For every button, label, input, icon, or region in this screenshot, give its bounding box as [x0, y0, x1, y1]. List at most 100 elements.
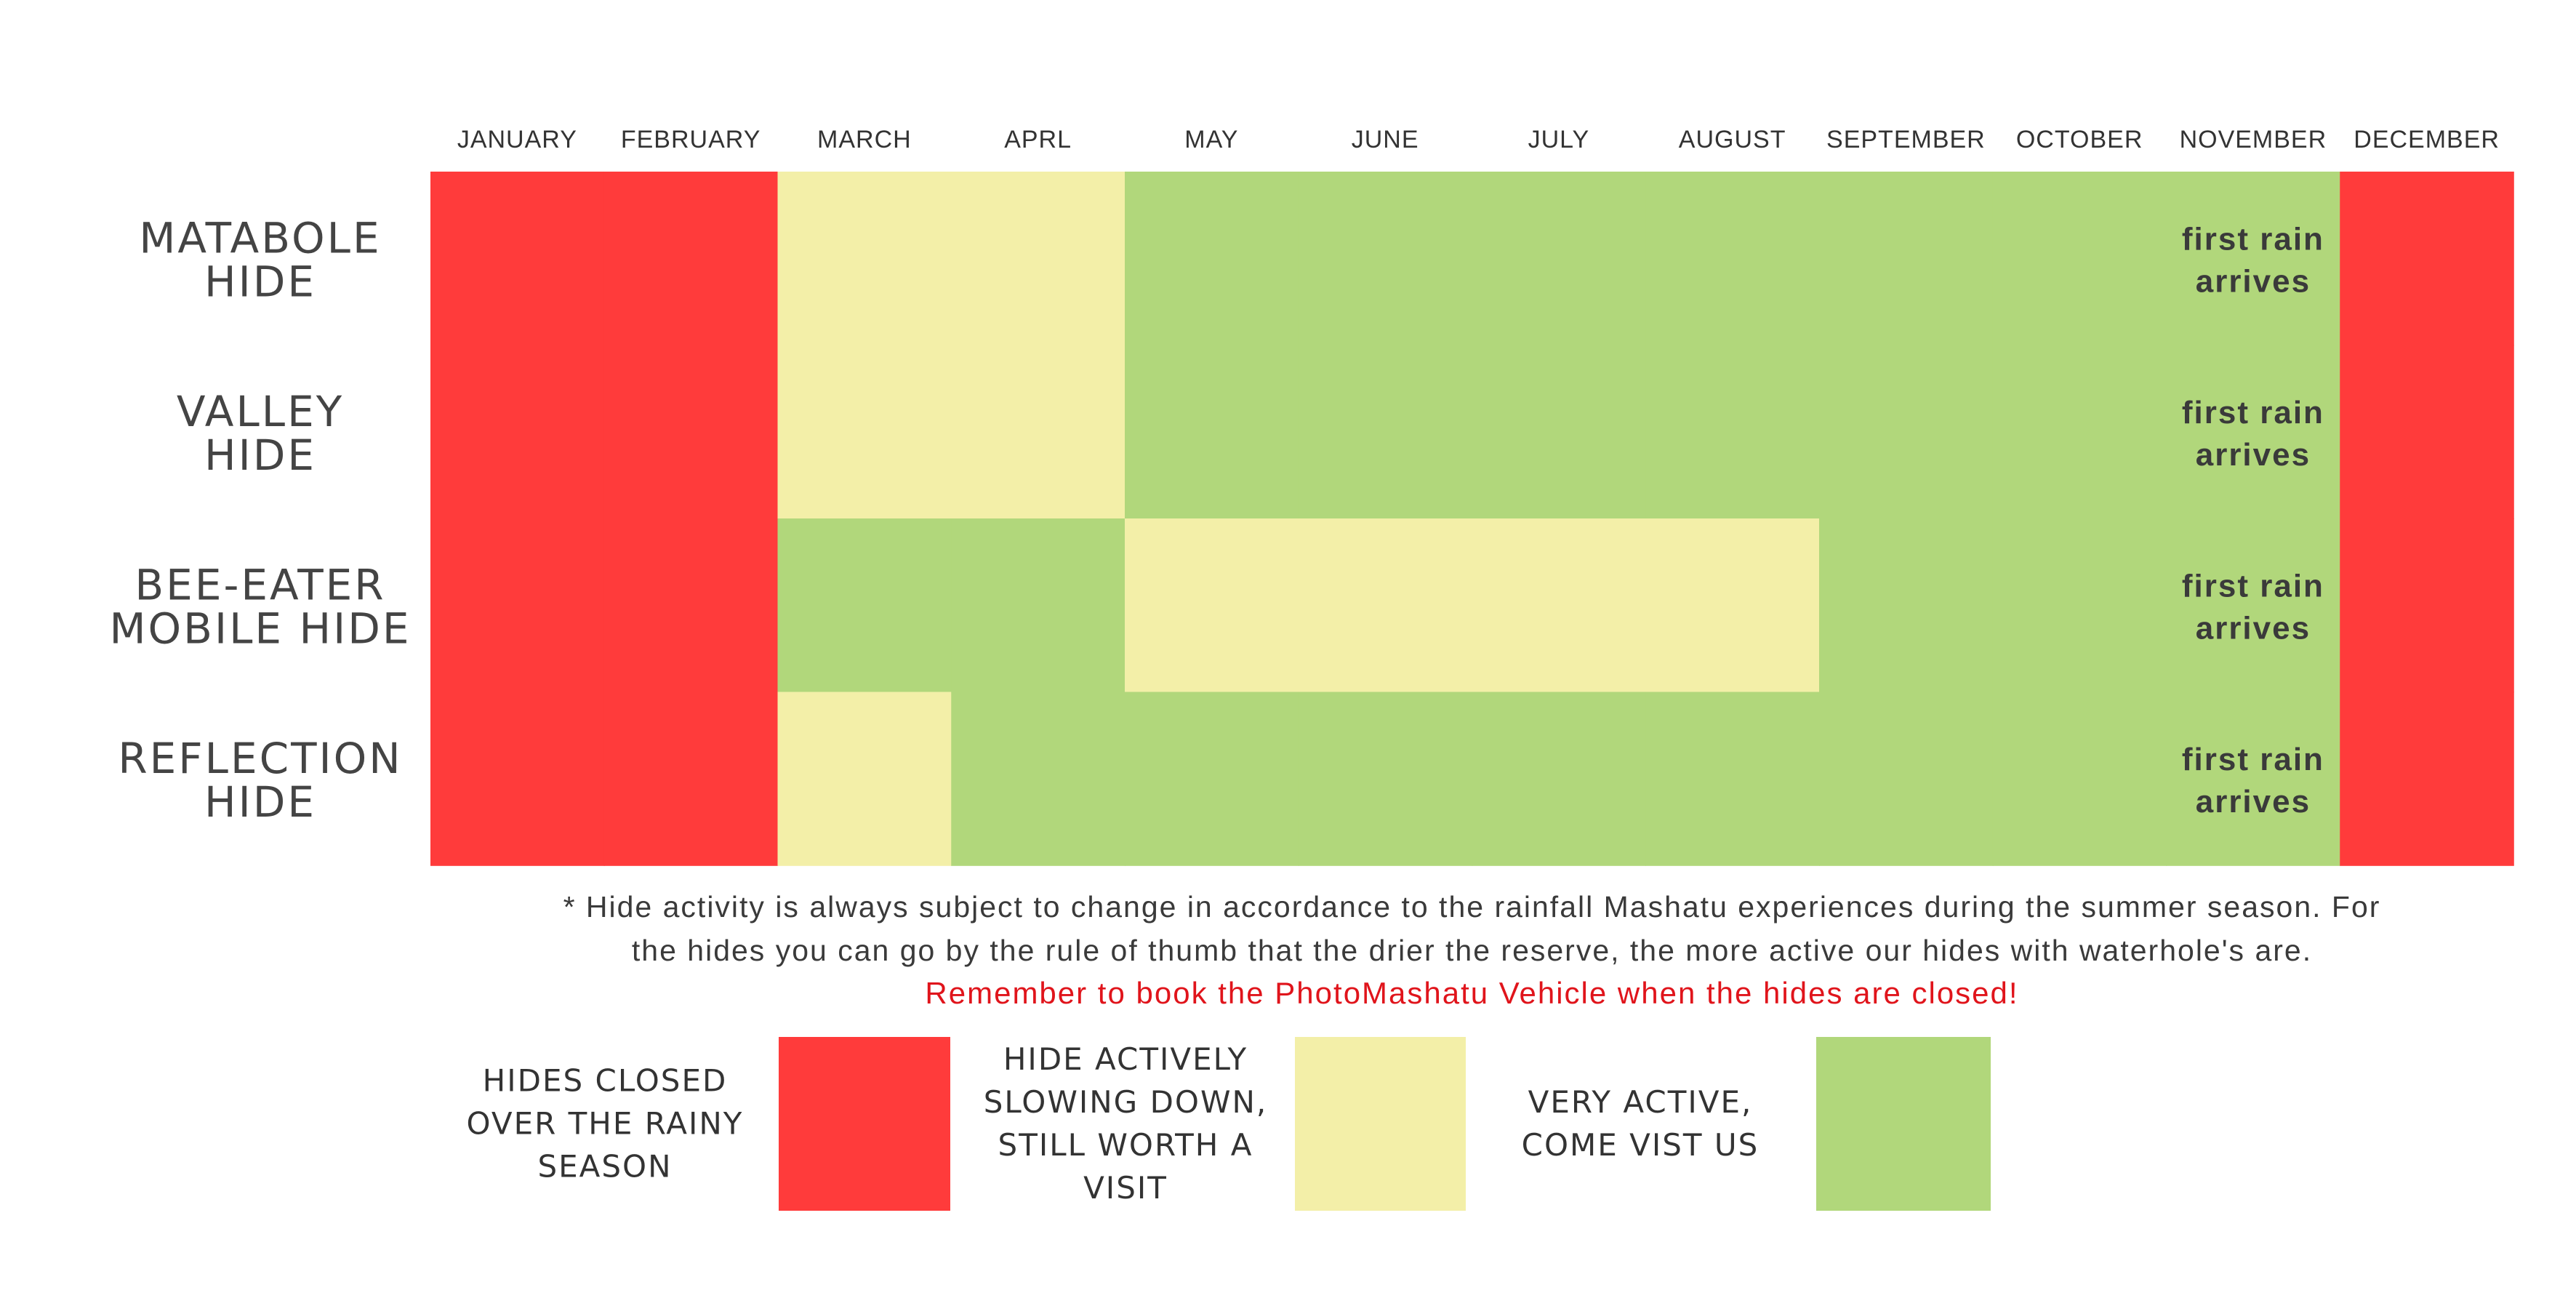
cell-valley-hide-july [1472, 345, 1647, 519]
legend-label-line: STILL WORTH A [998, 1127, 1253, 1163]
cell-valley-hide-august [1645, 345, 1820, 519]
cell-bee-eater-mobile-hide-august [1645, 518, 1820, 693]
legend-swatch-closed [779, 1037, 950, 1211]
note-line: arrives [2196, 610, 2311, 646]
cell-matabole-hide-february [603, 172, 779, 346]
legend: HIDES CLOSED OVER THE RAINY SEASON HIDE ACT… [467, 1037, 1991, 1211]
cell-valley-hide-september [1819, 345, 1994, 519]
footnote-line: * Hide activity is always subject to cha… [563, 890, 2381, 924]
note-line: first rain [2182, 395, 2324, 430]
note-line: first rain [2182, 568, 2324, 604]
row-label-line: HIDE [204, 257, 316, 306]
cell-valley-hide-june [1298, 345, 1473, 519]
legend-label-line: OVER THE RAINY [467, 1106, 744, 1142]
cell-matabole-hide-june [1298, 172, 1473, 346]
legend-label-active: VERY ACTIVE, COME VIST US [1522, 1084, 1760, 1163]
cell-bee-eater-mobile-hide-march [777, 518, 952, 693]
note-line: arrives [2196, 784, 2311, 820]
cell-reflection-hide-january [430, 692, 605, 866]
cell-valley-hide-may [1125, 345, 1299, 519]
cell-valley-hide-aprl [951, 345, 1126, 519]
cell-reflection-hide-may [1125, 692, 1299, 866]
cell-bee-eater-mobile-hide-october [1992, 518, 2167, 693]
row-label-line: HIDE [204, 430, 316, 480]
row-label-valley-hide: VALLEY HIDE [177, 387, 344, 480]
legend-label-line: VISIT [1083, 1170, 1168, 1206]
legend-swatch-active [1816, 1037, 1991, 1211]
legend-label-line: HIDE ACTIVELY [1003, 1041, 1248, 1077]
month-label-july: JULY [1528, 126, 1590, 153]
note-line: arrives [2196, 263, 2311, 299]
footnote: * Hide activity is always subject to cha… [563, 890, 2381, 1010]
note-valley-hide: first rain arrives [2182, 395, 2324, 473]
legend-label-line: VERY ACTIVE, [1528, 1084, 1753, 1120]
cell-reflection-hide-december [2340, 692, 2514, 866]
note-line: first rain [2182, 742, 2324, 777]
row-label-line: MATABOLE [139, 213, 381, 263]
cell-valley-hide-march [777, 345, 952, 519]
cell-matabole-hide-january [430, 172, 605, 346]
cell-matabole-hide-september [1819, 172, 1994, 346]
cell-reflection-hide-march [777, 692, 952, 866]
legend-label-line: SEASON [537, 1149, 672, 1185]
note-matabole-hide: first rain arrives [2182, 221, 2324, 299]
month-label-june: JUNE [1352, 126, 1419, 153]
row-label-line: REFLECTION [118, 734, 402, 783]
row-label-reflection-hide: REFLECTION HIDE [118, 734, 402, 827]
month-label-september: SEPTEMBER [1826, 126, 1986, 153]
legend-label-line: SLOWING DOWN, [984, 1084, 1268, 1120]
month-label-october: OCTOBER [2016, 126, 2143, 153]
cell-reflection-hide-august [1645, 692, 1820, 866]
cell-bee-eater-mobile-hide-september [1819, 518, 1994, 693]
cell-reflection-hide-february [603, 692, 779, 866]
cell-reflection-hide-aprl [951, 692, 1126, 866]
month-label-january: JANUARY [457, 126, 577, 153]
month-label-may: MAY [1184, 126, 1238, 153]
note-line: arrives [2196, 437, 2311, 473]
month-header: JANUARY FEBRUARY MARCH APRL MAY JUNE JULY AUGUS… [457, 126, 2500, 153]
cell-matabole-hide-aprl [951, 172, 1126, 346]
row-label-matabole-hide: MATABOLE HIDE [139, 213, 381, 306]
cell-bee-eater-mobile-hide-may [1125, 518, 1299, 693]
legend-label-line: COME VIST US [1522, 1127, 1760, 1163]
cell-matabole-hide-march [777, 172, 952, 346]
cell-reflection-hide-june [1298, 692, 1473, 866]
row-label-line: MOBILE HIDE [109, 604, 411, 653]
cell-reflection-hide-september [1819, 692, 1994, 866]
footnote-line: the hides you can go by the rule of thum… [632, 934, 2312, 967]
cell-reflection-hide-july [1472, 692, 1647, 866]
month-label-august: AUGUST [1679, 126, 1786, 153]
legend-label-slowing: HIDE ACTIVELY SLOWING DOWN, STILL WORTH A V… [984, 1041, 1268, 1206]
cell-reflection-hide-october [1992, 692, 2167, 866]
cell-valley-hide-january [430, 345, 605, 519]
note-reflection-hide: first rain arrives [2182, 742, 2324, 820]
cell-notes: first rain arrives first rain arrives first … [2182, 221, 2324, 820]
cell-valley-hide-february [603, 345, 779, 519]
month-label-aprl: APRL [1004, 126, 1072, 153]
cell-matabole-hide-may [1125, 172, 1299, 346]
cell-matabole-hide-december [2340, 172, 2514, 346]
legend-label-line: HIDES CLOSED [483, 1063, 728, 1099]
warning-text: Remember to book the PhotoMashatu Vehicl… [925, 976, 2018, 1010]
cell-matabole-hide-july [1472, 172, 1647, 346]
cell-matabole-hide-august [1645, 172, 1820, 346]
cell-bee-eater-mobile-hide-january [430, 518, 605, 693]
note-bee-eater-mobile-hide: first rain arrives [2182, 568, 2324, 646]
cell-bee-eater-mobile-hide-november [2166, 518, 2341, 693]
cell-bee-eater-mobile-hide-february [603, 518, 779, 693]
cell-bee-eater-mobile-hide-december [2340, 518, 2514, 693]
cell-bee-eater-mobile-hide-june [1298, 518, 1473, 693]
legend-swatch-slowing [1295, 1037, 1466, 1211]
cell-valley-hide-november [2166, 345, 2341, 519]
row-label-bee-eater-mobile-hide: BEE-EATER MOBILE HIDE [109, 560, 411, 653]
row-label-line: VALLEY [177, 387, 344, 436]
cell-matabole-hide-november [2166, 172, 2341, 346]
row-label-line: HIDE [204, 777, 316, 827]
month-label-december: DECEMBER [2354, 126, 2500, 153]
cell-reflection-hide-november [2166, 692, 2341, 866]
cell-bee-eater-mobile-hide-july [1472, 518, 1647, 693]
month-label-november: NOVEMBER [2180, 126, 2327, 153]
cell-valley-hide-october [1992, 345, 2167, 519]
